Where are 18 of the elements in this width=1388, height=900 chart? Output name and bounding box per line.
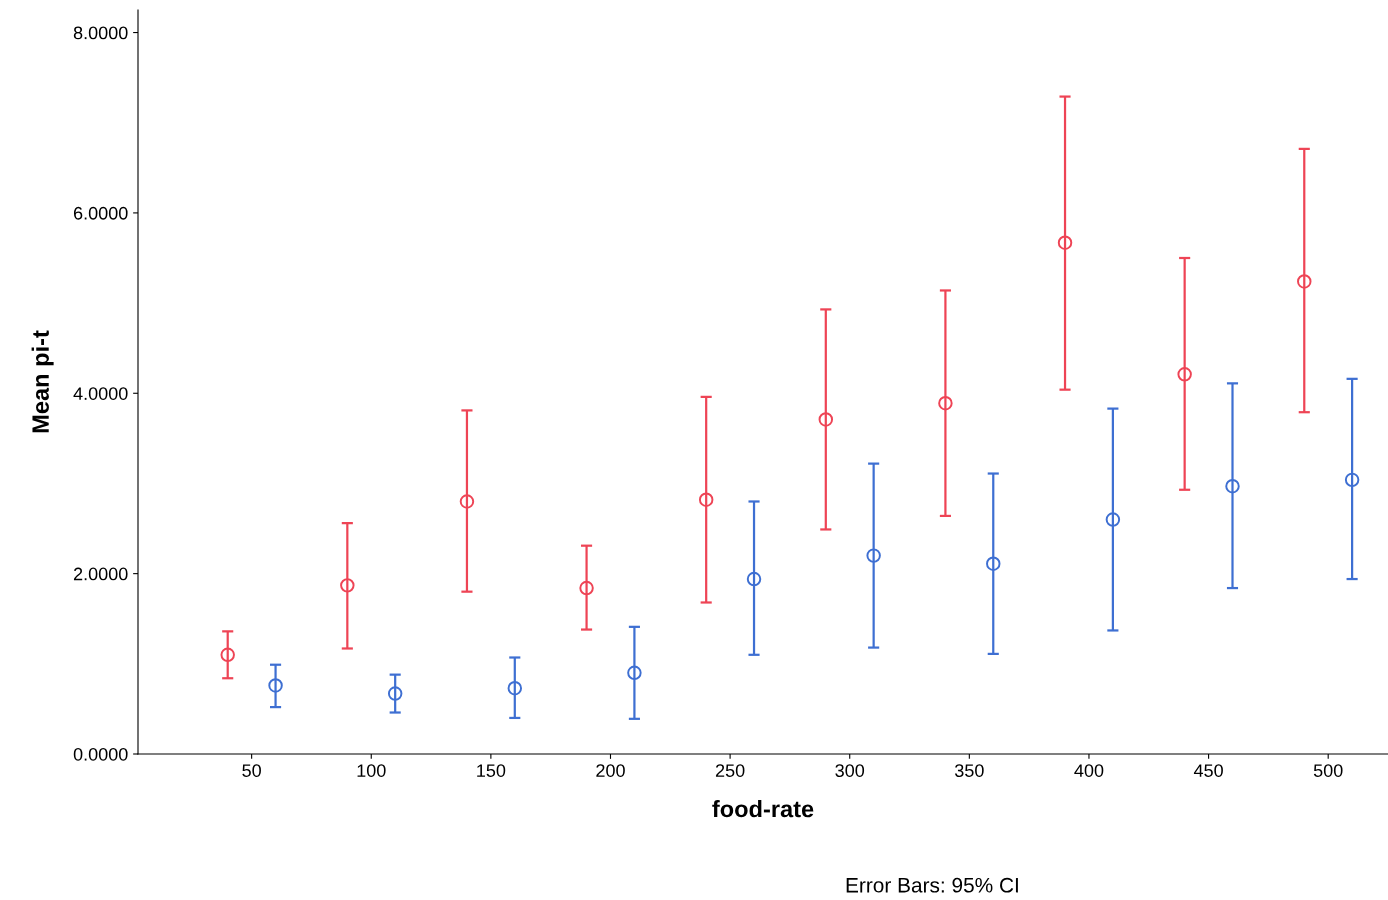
y-tick-label: 8.0000 bbox=[73, 26, 128, 40]
x-tick-label: 150 bbox=[477, 764, 506, 777]
text: Error Bars: 95% CI bbox=[846, 877, 1018, 893]
x-tick-label: 200 bbox=[596, 764, 625, 777]
x-tick-label: 50 bbox=[242, 764, 261, 777]
y-tick-label: 6.0000 bbox=[73, 206, 128, 220]
x-tick-label: 100 bbox=[357, 764, 386, 777]
x-tick-label: 400 bbox=[1074, 764, 1104, 777]
y-tick-label: 2.0000 bbox=[73, 567, 128, 581]
x-tick-label: 250 bbox=[715, 764, 745, 777]
x-tick-label: 500 bbox=[1313, 764, 1343, 777]
x-axis-title: food-rate bbox=[712, 800, 814, 818]
y-tick-label: 0.0000 bbox=[73, 747, 128, 761]
x-tick-label: 450 bbox=[1193, 764, 1223, 777]
y-axis-title: Mean pi-t bbox=[31, 330, 54, 433]
y-tick-label: 4.0000 bbox=[73, 387, 128, 400]
x-tick-label: 350 bbox=[954, 764, 984, 777]
x-tick-label: 300 bbox=[835, 764, 865, 777]
